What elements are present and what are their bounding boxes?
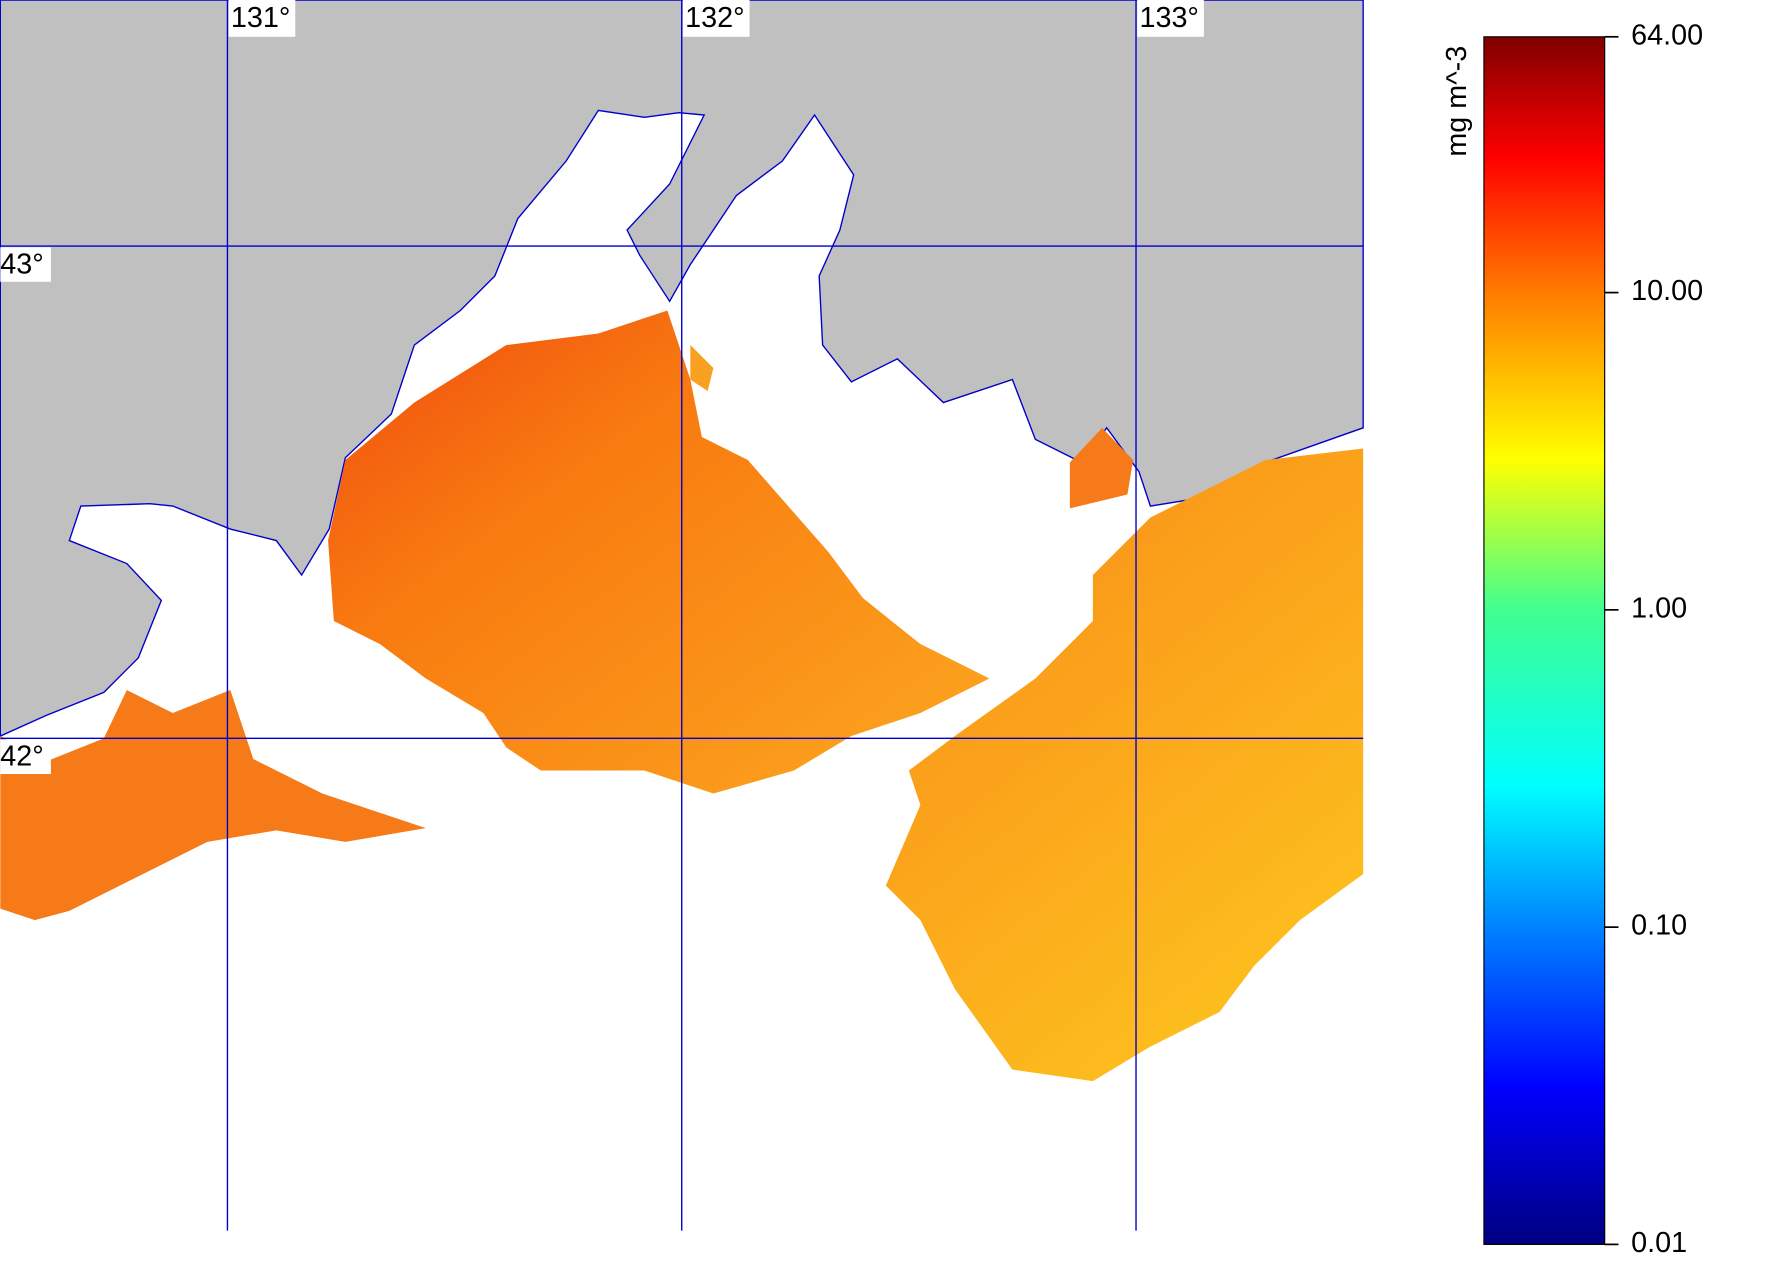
longitude-label: 133° [1139, 2, 1198, 34]
land [0, 0, 1364, 737]
label-background [1137, 0, 1204, 37]
colorbar-tick-label: 10.00 [1631, 275, 1703, 307]
label-background [228, 0, 296, 37]
colorbar-tick-label: 64.00 [1631, 19, 1703, 51]
colorbar-title: mg m^-3 [1441, 46, 1473, 157]
chlorophyll-area [1069, 427, 1134, 509]
colorbar-tick-label: 0.01 [1631, 1227, 1687, 1259]
colorbar: mg m^-3 64.00 10.00 1.00 0.10 0.01 [1441, 19, 1703, 1259]
colorbar-tick-label: 0.10 [1631, 910, 1687, 942]
chlorophyll-area [885, 448, 1364, 1082]
map-area: 131° 132° 133° 43° 42° [0, 0, 1364, 1231]
label-background [682, 0, 750, 37]
chlorophyll-area [328, 310, 990, 794]
longitude-label: 132° [685, 2, 744, 34]
longitude-label: 131° [231, 2, 290, 34]
graticule-labels: 131° 132° 133° 43° 42° [0, 0, 1204, 775]
chlorophyll-area [0, 690, 426, 921]
chlorophyll-area [690, 345, 714, 392]
latitude-label: 43° [0, 248, 43, 280]
label-background [0, 739, 51, 775]
label-background [0, 247, 51, 282]
graticule [0, 0, 1364, 1231]
latitude-label: 42° [0, 741, 43, 773]
colorbar-ramp [1483, 36, 1606, 1245]
colorbar-tick-label: 1.00 [1631, 592, 1687, 624]
